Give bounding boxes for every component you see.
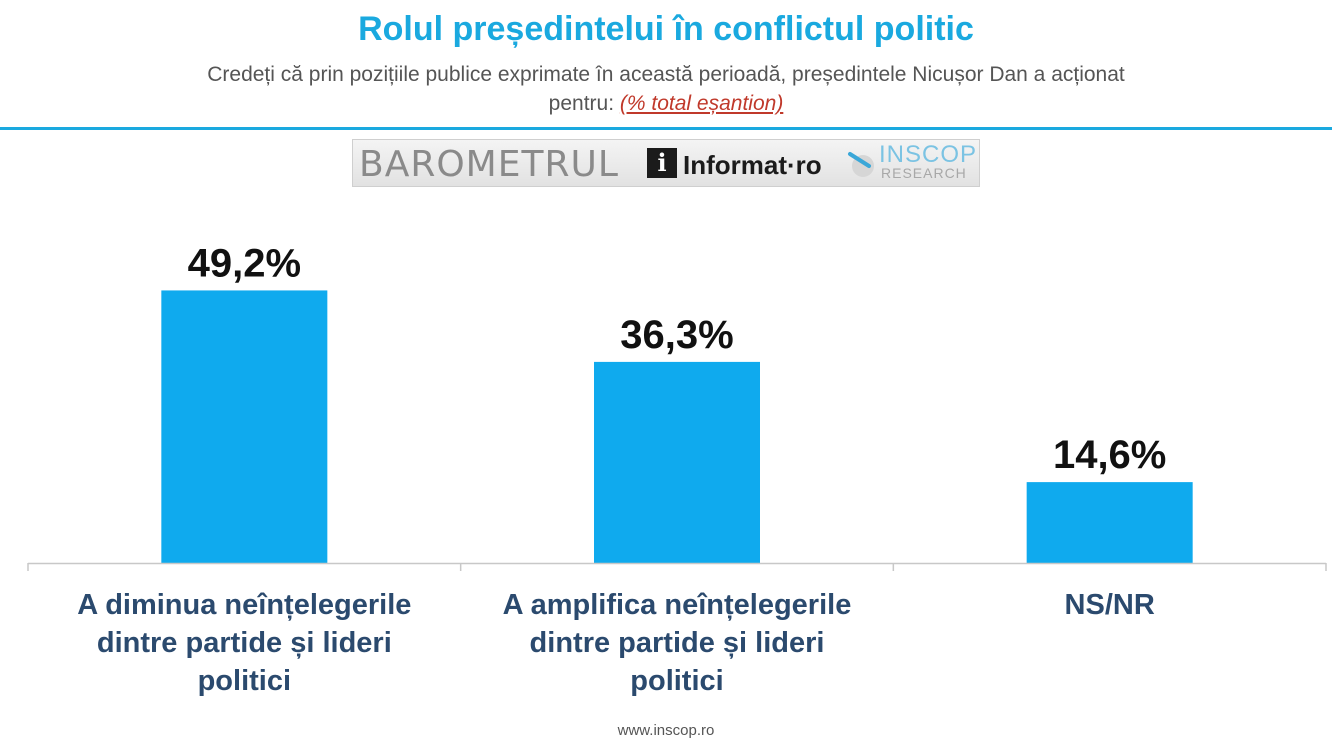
category-label-line: A diminua neînțelegerile [77,589,411,621]
inscop-logo-icon [848,152,874,177]
category-label-line: dintre partide și lideri [530,627,825,659]
data-label-3: 14,6% [1053,433,1166,477]
chart-subtitle: Credeți că prin pozițiile publice exprim… [70,60,1262,118]
category-label-3: NS/NR [1065,589,1155,621]
informat-wordmark: Informat·ro [683,150,822,180]
data-label-1: 49,2% [188,241,301,285]
category-label-line: politici [630,665,723,697]
informat-logo-icon: i [647,148,677,178]
footer-url: www.inscop.ro [617,722,715,739]
data-label-2: 36,3% [620,313,733,357]
header-divider [0,127,1332,130]
category-label-2: A amplifica neînțelegerile dintre partide… [503,589,852,697]
bar-2 [594,361,760,563]
subtitle-note: (% total eșantion) [619,92,784,115]
category-label-line: politici [198,665,291,697]
category-label-line: dintre partide și lideri [97,627,392,659]
chart-title: Rolul președintelui în conflictul politi… [358,10,974,48]
subtitle-line2: pentru: [548,92,620,115]
bar-1 [161,290,328,563]
barometer-wordmark: BAROMETRUL [359,144,619,185]
barometer-logo-banner: BAROMETRUL i Informat·ro INSCOP RESEARCH [352,139,980,187]
bar-chart: 49,2% A diminua neînțelegerile dintre part… [27,241,1327,697]
bar-3 [1026,482,1193,563]
category-label-line: A amplifica neînțelegerile [503,589,852,621]
inscop-wordmark: INSCOP [879,141,978,168]
inscop-research-label: RESEARCH [881,165,967,181]
category-label-1: A diminua neînțelegerile dintre partide ș… [77,589,411,697]
category-label-line: NS/NR [1065,589,1155,621]
subtitle-line1: Credeți că prin pozițiile publice exprim… [207,63,1125,86]
